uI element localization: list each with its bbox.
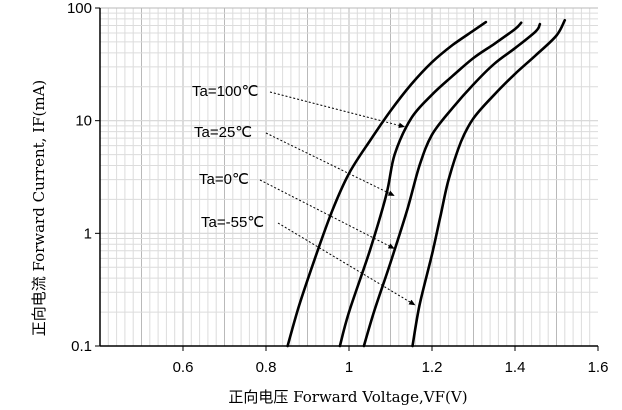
x-tick-label: 1 <box>345 359 353 376</box>
series-line-3 <box>411 18 567 348</box>
y-tick-label: 100 <box>67 0 92 17</box>
annotation-arrow <box>277 222 416 306</box>
grid-lines <box>100 7 598 346</box>
annotation-label: Ta=-55℃ <box>201 214 264 231</box>
y-tick-label: 0.1 <box>71 338 92 355</box>
series-line-0 <box>286 20 488 348</box>
y-tick-label: 1 <box>84 225 92 242</box>
series-line-1 <box>338 21 523 348</box>
annotation-arrow <box>269 91 406 129</box>
annotation-arrow <box>259 179 395 250</box>
x-tick-label: 0.8 <box>256 359 277 376</box>
x-tick-label: 1.4 <box>505 359 526 376</box>
x-tick-label: 1.6 <box>588 359 609 376</box>
annotation-label: Ta=25℃ <box>194 124 252 141</box>
annotation-label: Ta=100℃ <box>192 83 258 100</box>
y-axis-title: 正向电流 Forward Current, IF(mA) <box>30 80 48 337</box>
y-tick-label: 10 <box>75 113 92 130</box>
x-axis-title: 正向电压 Forward Voltage,VF(V) <box>228 388 467 406</box>
annotation-arrow <box>265 132 395 197</box>
curves <box>286 18 567 348</box>
annotation-label: Ta=0℃ <box>199 171 249 188</box>
x-tick-label: 0.6 <box>173 359 194 376</box>
x-tick-label: 1.2 <box>422 359 443 376</box>
series-line-2 <box>362 22 542 348</box>
annotations: Ta=100℃ Ta=25℃ Ta=0℃ Ta=-55℃ <box>192 83 416 306</box>
axes: 0.6 0.8 1 1.2 1.4 1.6 0.1 1 10 100 <box>67 0 608 376</box>
